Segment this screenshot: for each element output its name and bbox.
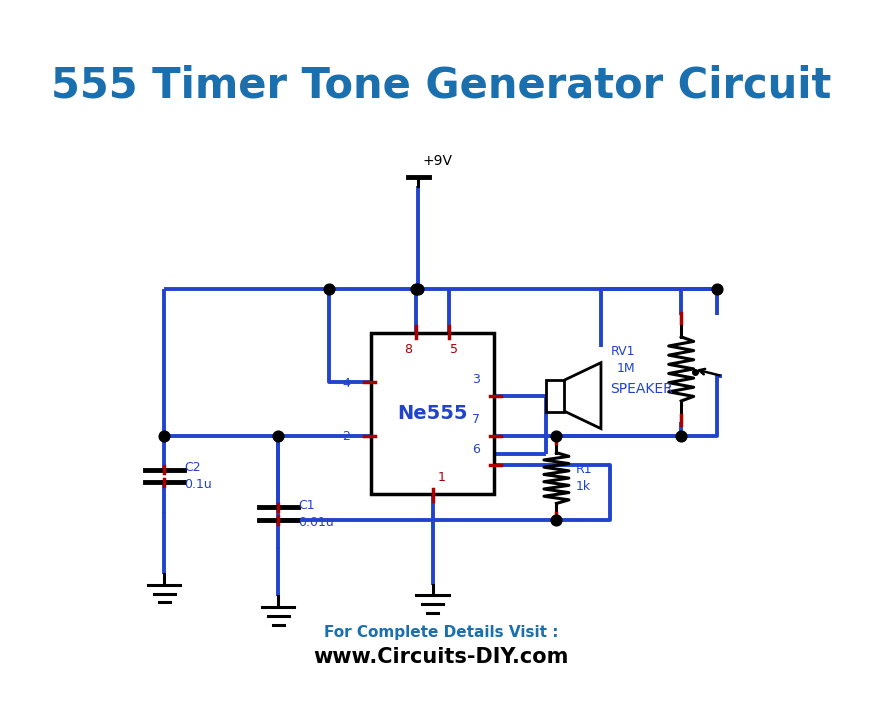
Point [710,283,724,294]
Text: 555 Timer Tone Generator Circuit: 555 Timer Tone Generator Circuit [51,65,832,107]
Point [322,283,336,294]
Text: C1
0.01u: C1 0.01u [298,499,334,528]
Text: 7: 7 [472,413,480,426]
Text: SPEAKER: SPEAKER [610,382,673,395]
Text: www.Circuits-DIY.com: www.Circuits-DIY.com [313,647,570,667]
Point [271,430,285,441]
Point [411,283,426,294]
Text: 8: 8 [404,343,412,356]
Point [549,430,563,441]
Text: For Complete Details Visit :: For Complete Details Visit : [324,625,559,640]
Text: +9V: +9V [423,154,453,168]
Point [674,430,688,441]
Bar [546,380,563,412]
Text: 3: 3 [472,373,480,386]
Text: 4: 4 [342,377,350,390]
Text: R1
1k: R1 1k [576,463,592,493]
Point [409,283,423,294]
Point [157,430,171,441]
Text: C2
0.1u: C2 0.1u [184,461,212,491]
Text: 5: 5 [450,343,458,356]
Text: 6: 6 [472,443,480,456]
Text: RV1
1M: RV1 1M [610,345,635,375]
Text: Ne555: Ne555 [397,404,468,423]
Bar [371,333,494,494]
Text: 1: 1 [437,471,445,485]
Point [549,515,563,526]
Text: 2: 2 [342,431,350,444]
